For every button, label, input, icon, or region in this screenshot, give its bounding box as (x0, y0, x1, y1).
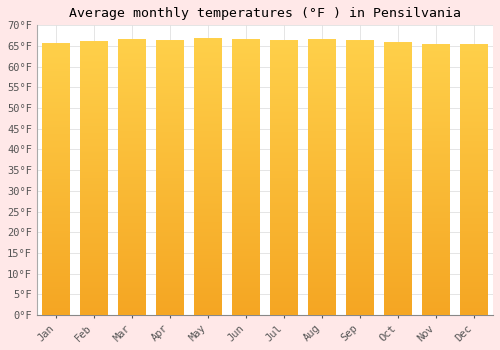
Title: Average monthly temperatures (°F ) in Pensilvania: Average monthly temperatures (°F ) in Pe… (69, 7, 461, 20)
